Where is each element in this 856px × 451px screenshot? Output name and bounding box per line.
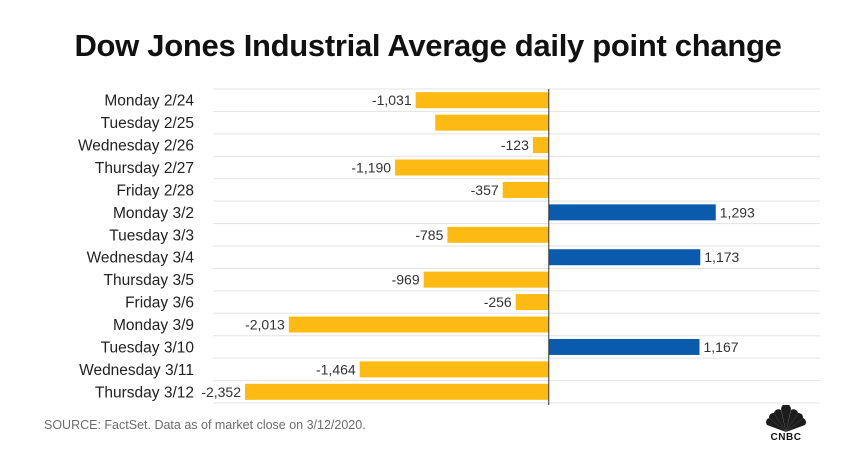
source-note: SOURCE: FactSet. Data as of market close… — [44, 418, 366, 432]
bar — [395, 159, 549, 176]
bar — [415, 92, 549, 109]
value-label: -785 — [415, 227, 443, 243]
value-label: 1,293 — [720, 204, 755, 220]
bar — [548, 204, 716, 221]
bars — [245, 92, 716, 400]
bar — [447, 226, 549, 243]
value-label: -357 — [471, 182, 499, 198]
category-label: Wednesday 3/11 — [79, 362, 194, 379]
category-label: Tuesday 3/10 — [101, 339, 195, 356]
category-labels: Monday 2/24 Tuesday 2/25 Wednesday 2/26 Thu… — [78, 93, 194, 402]
bar — [548, 249, 701, 266]
bar — [245, 383, 549, 400]
value-label: -1,031 — [372, 92, 412, 108]
category-label: Thursday 3/5 — [104, 272, 194, 289]
bar — [515, 294, 549, 311]
bar — [435, 114, 549, 131]
bar — [532, 137, 549, 154]
category-label: Thursday 2/27 — [95, 160, 194, 177]
category-label: Friday 3/6 — [125, 295, 194, 312]
bar — [548, 338, 700, 355]
value-label: -969 — [392, 272, 420, 288]
category-label: Wednesday 2/26 — [78, 138, 194, 155]
category-label: Wednesday 3/4 — [87, 250, 195, 267]
category-label: Monday 3/9 — [113, 317, 194, 334]
value-label: -2,013 — [245, 317, 285, 333]
bar — [502, 181, 549, 198]
category-label: Thursday 3/12 — [95, 384, 194, 401]
category-label: Tuesday 2/25 — [101, 115, 194, 132]
value-label: 1,167 — [704, 339, 739, 355]
value-label: -2,352 — [201, 384, 241, 400]
category-label: Friday 2/28 — [116, 182, 194, 199]
logo-text: CNBC — [770, 432, 802, 443]
category-label: Monday 3/2 — [113, 205, 194, 222]
value-label: -123 — [501, 137, 529, 153]
value-label: -256 — [484, 294, 512, 310]
bar — [359, 361, 549, 378]
grid-lines — [213, 88, 820, 404]
value-label: 1,173 — [704, 249, 739, 265]
value-labels: -1,031 -123 -1,190 -357 1,293 -785 1,173 -969 -2… — [201, 92, 755, 400]
value-label: -1,464 — [316, 361, 356, 377]
value-label: -1,190 — [351, 160, 391, 176]
bar — [423, 271, 549, 288]
chart-title: Dow Jones Industrial Average daily point… — [74, 28, 782, 63]
peacock-logo-icon — [766, 405, 806, 432]
bar — [288, 316, 549, 333]
category-label: Tuesday 3/3 — [109, 227, 194, 244]
category-label: Monday 2/24 — [104, 93, 194, 110]
